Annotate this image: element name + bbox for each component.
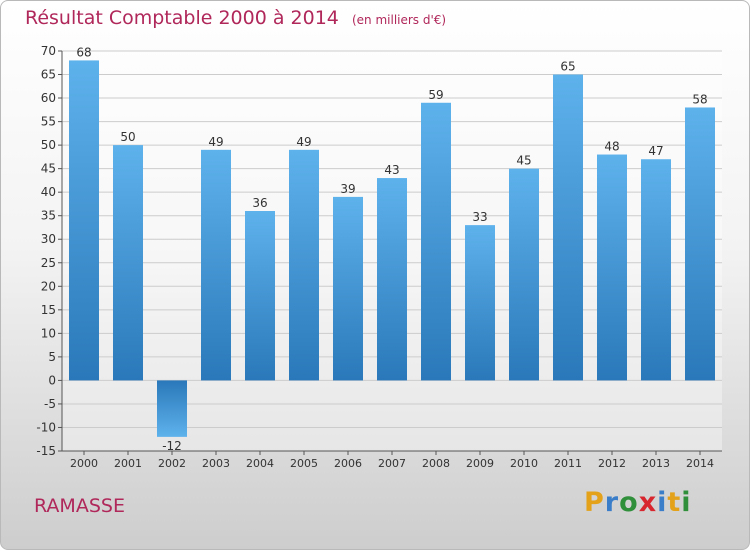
y-tick-label: 45 — [41, 162, 56, 176]
bar — [509, 168, 539, 381]
y-tick-label: 25 — [41, 256, 56, 270]
data-label: 47 — [648, 144, 663, 158]
data-label: 49 — [296, 135, 311, 149]
data-label: 50 — [120, 130, 135, 144]
x-tick-label: 2014 — [686, 457, 714, 470]
data-label: -12 — [162, 439, 182, 453]
x-tick-label: 2013 — [642, 457, 670, 470]
chart-title-text: Résultat Comptable 2000 à 2014 — [25, 7, 339, 29]
y-tick-label: 15 — [41, 303, 56, 317]
y-tick-label: 70 — [41, 44, 56, 58]
bar — [553, 74, 583, 381]
y-tick-label: 5 — [48, 350, 56, 364]
x-tick-label: 2007 — [378, 457, 406, 470]
data-label: 33 — [472, 210, 487, 224]
y-tick-label: 65 — [41, 68, 56, 82]
bar — [333, 196, 363, 381]
y-tick-label: 30 — [41, 232, 56, 246]
bar — [465, 225, 495, 381]
data-label: 59 — [428, 88, 443, 102]
x-tick-label: 2010 — [510, 457, 538, 470]
bar — [245, 211, 275, 381]
bar — [597, 154, 627, 381]
bar — [377, 178, 407, 381]
x-tick-label: 2000 — [70, 457, 98, 470]
bar — [685, 107, 715, 381]
bar — [157, 380, 187, 437]
y-tick-label: -15 — [36, 444, 56, 458]
bar — [201, 149, 231, 381]
y-tick-label: 50 — [41, 138, 56, 152]
bar — [69, 60, 99, 381]
x-tick-label: 2005 — [290, 457, 318, 470]
y-tick-label: 10 — [41, 326, 56, 340]
x-tick-label: 2003 — [202, 457, 230, 470]
bar — [421, 102, 451, 381]
data-label: 45 — [516, 154, 531, 168]
chart-subtitle: (en milliers d'€) — [351, 13, 447, 27]
data-label: 48 — [604, 140, 619, 154]
data-label: 68 — [76, 45, 91, 59]
proxiti-logo: Proxiti — [584, 487, 692, 518]
x-tick-label: 2008 — [422, 457, 450, 470]
x-tick-label: 2002 — [158, 457, 186, 470]
bar — [289, 149, 319, 381]
data-label: 58 — [692, 92, 707, 106]
y-tick-label: -10 — [36, 420, 56, 434]
x-tick-label: 2004 — [246, 457, 274, 470]
data-label: 39 — [340, 182, 355, 196]
data-label: 49 — [208, 135, 223, 149]
y-tick-label: 55 — [41, 115, 56, 129]
x-tick-label: 2012 — [598, 457, 626, 470]
y-tick-label: 35 — [41, 209, 56, 223]
data-label: 36 — [252, 196, 267, 210]
bar — [641, 159, 671, 381]
place-name: RAMASSE — [34, 495, 125, 517]
chart-title: Résultat Comptable 2000 à 2014 (en milli… — [25, 7, 446, 29]
y-tick-label: 60 — [41, 91, 56, 105]
y-tick-label: 0 — [48, 373, 56, 387]
y-tick-label: 20 — [41, 279, 56, 293]
data-label: 65 — [560, 60, 575, 74]
x-tick-label: 2009 — [466, 457, 494, 470]
bar — [113, 145, 143, 381]
x-tick-label: 2006 — [334, 457, 362, 470]
y-tick-label: -5 — [44, 397, 56, 411]
y-tick-label: 40 — [41, 185, 56, 199]
x-tick-label: 2011 — [554, 457, 582, 470]
x-tick-label: 2001 — [114, 457, 142, 470]
data-label: 43 — [384, 163, 399, 177]
